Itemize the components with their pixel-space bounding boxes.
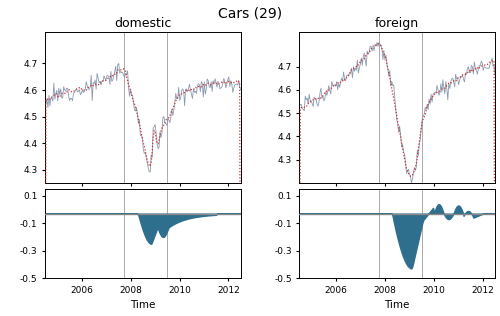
Title: foreign: foreign	[375, 17, 419, 30]
X-axis label: Time: Time	[384, 300, 410, 310]
Title: domestic: domestic	[114, 17, 172, 30]
Text: Cars (29): Cars (29)	[218, 6, 282, 20]
X-axis label: Time: Time	[130, 300, 156, 310]
